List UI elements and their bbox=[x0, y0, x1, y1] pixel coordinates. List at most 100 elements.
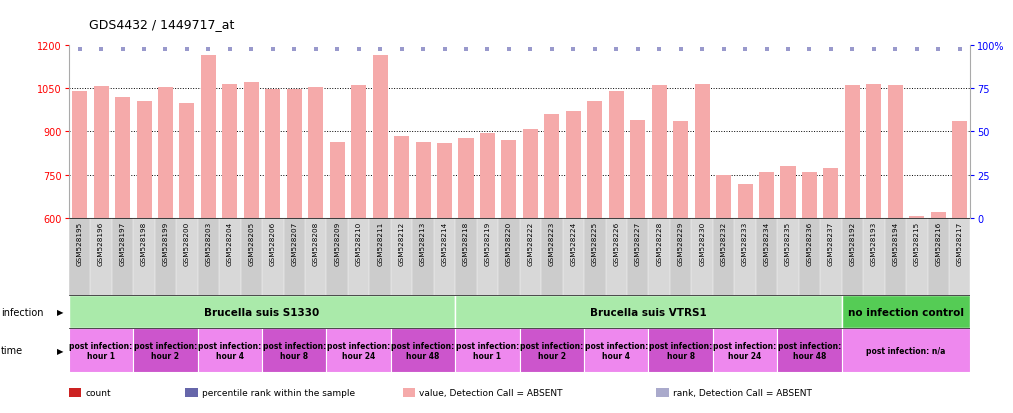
Bar bbox=[674, 122, 688, 219]
Text: rank, Detection Call = ABSENT: rank, Detection Call = ABSENT bbox=[673, 388, 811, 397]
Bar bbox=[134, 219, 155, 295]
Text: GSM528232: GSM528232 bbox=[720, 221, 726, 265]
Bar bbox=[585, 219, 606, 295]
Bar bbox=[588, 102, 603, 219]
Text: GSM528213: GSM528213 bbox=[420, 221, 426, 265]
Text: infection: infection bbox=[1, 307, 44, 317]
Text: GSM528218: GSM528218 bbox=[463, 221, 469, 265]
Text: GSM528193: GSM528193 bbox=[871, 221, 877, 265]
Bar bbox=[455, 219, 477, 295]
Bar bbox=[906, 219, 928, 295]
Text: post infection:
hour 4: post infection: hour 4 bbox=[199, 341, 261, 360]
Bar bbox=[780, 167, 795, 219]
Bar bbox=[627, 219, 648, 295]
Bar bbox=[520, 219, 541, 295]
Bar bbox=[373, 55, 388, 219]
Bar bbox=[541, 219, 562, 295]
Bar bbox=[455, 295, 842, 328]
Bar bbox=[93, 86, 108, 219]
Text: time: time bbox=[1, 345, 23, 356]
Text: GSM528216: GSM528216 bbox=[935, 221, 941, 265]
Text: GSM528215: GSM528215 bbox=[914, 221, 920, 265]
Bar bbox=[562, 219, 585, 295]
Bar bbox=[137, 102, 152, 219]
Bar bbox=[887, 86, 903, 219]
Bar bbox=[326, 219, 347, 295]
Text: GSM528235: GSM528235 bbox=[785, 221, 791, 265]
Bar bbox=[477, 219, 498, 295]
Bar bbox=[158, 88, 173, 219]
Bar bbox=[949, 219, 970, 295]
Text: post infection:
hour 4: post infection: hour 4 bbox=[585, 341, 648, 360]
Bar bbox=[329, 143, 344, 219]
Text: GSM528225: GSM528225 bbox=[592, 221, 598, 265]
Bar bbox=[651, 85, 667, 219]
Bar bbox=[412, 219, 434, 295]
Bar bbox=[134, 328, 198, 373]
Bar bbox=[821, 219, 842, 295]
Text: GSM528208: GSM528208 bbox=[313, 221, 319, 265]
Text: post infection:
hour 8: post infection: hour 8 bbox=[649, 341, 712, 360]
Bar bbox=[713, 328, 777, 373]
Bar bbox=[391, 328, 455, 373]
Bar bbox=[756, 219, 777, 295]
Bar bbox=[498, 219, 520, 295]
Text: GSM528197: GSM528197 bbox=[120, 221, 126, 265]
Bar bbox=[866, 84, 881, 219]
Bar bbox=[737, 184, 753, 219]
Text: GSM528236: GSM528236 bbox=[806, 221, 812, 265]
Bar bbox=[910, 216, 924, 219]
Text: GSM528209: GSM528209 bbox=[334, 221, 340, 265]
Text: GSM528194: GSM528194 bbox=[892, 221, 899, 265]
Bar bbox=[69, 328, 134, 373]
Bar bbox=[305, 219, 326, 295]
Bar bbox=[265, 90, 281, 219]
Text: GSM528227: GSM528227 bbox=[635, 221, 641, 265]
Text: no infection control: no infection control bbox=[848, 307, 964, 317]
Bar bbox=[90, 219, 111, 295]
Bar bbox=[759, 173, 774, 219]
Text: GSM528195: GSM528195 bbox=[77, 221, 83, 265]
Text: GSM528192: GSM528192 bbox=[849, 221, 855, 265]
Bar bbox=[198, 219, 219, 295]
Bar bbox=[201, 55, 216, 219]
Bar bbox=[734, 219, 756, 295]
Text: post infection:
hour 8: post infection: hour 8 bbox=[262, 341, 326, 360]
Bar bbox=[370, 219, 391, 295]
Bar bbox=[69, 219, 90, 295]
Bar bbox=[842, 219, 863, 295]
Bar bbox=[352, 86, 366, 219]
Bar bbox=[845, 86, 860, 219]
Text: Brucella suis S1330: Brucella suis S1330 bbox=[205, 307, 320, 317]
Bar bbox=[198, 328, 262, 373]
Text: GSM528212: GSM528212 bbox=[398, 221, 404, 265]
Bar bbox=[241, 219, 262, 295]
Bar bbox=[802, 173, 816, 219]
Text: GSM528210: GSM528210 bbox=[356, 221, 362, 265]
Bar bbox=[72, 92, 87, 219]
Bar bbox=[824, 169, 839, 219]
Bar bbox=[931, 213, 946, 219]
Text: GSM528211: GSM528211 bbox=[377, 221, 383, 265]
Bar bbox=[777, 328, 842, 373]
Bar bbox=[520, 328, 585, 373]
Bar bbox=[223, 84, 237, 219]
Text: GSM528199: GSM528199 bbox=[162, 221, 168, 265]
Bar bbox=[287, 90, 302, 219]
Text: GSM528203: GSM528203 bbox=[206, 221, 212, 265]
Text: GSM528223: GSM528223 bbox=[549, 221, 555, 265]
Text: GSM528196: GSM528196 bbox=[98, 221, 104, 265]
Text: post infection:
hour 48: post infection: hour 48 bbox=[391, 341, 455, 360]
Text: GSM528220: GSM528220 bbox=[505, 221, 512, 265]
Bar bbox=[670, 219, 692, 295]
Bar bbox=[713, 219, 734, 295]
Text: GSM528198: GSM528198 bbox=[141, 221, 147, 265]
Bar bbox=[523, 129, 538, 219]
Text: ▶: ▶ bbox=[58, 346, 64, 355]
Bar bbox=[437, 144, 452, 219]
Bar bbox=[480, 134, 495, 219]
Text: GSM528204: GSM528204 bbox=[227, 221, 233, 265]
Text: Brucella suis VTRS1: Brucella suis VTRS1 bbox=[591, 307, 707, 317]
Bar bbox=[394, 137, 409, 219]
Text: GSM528217: GSM528217 bbox=[956, 221, 962, 265]
